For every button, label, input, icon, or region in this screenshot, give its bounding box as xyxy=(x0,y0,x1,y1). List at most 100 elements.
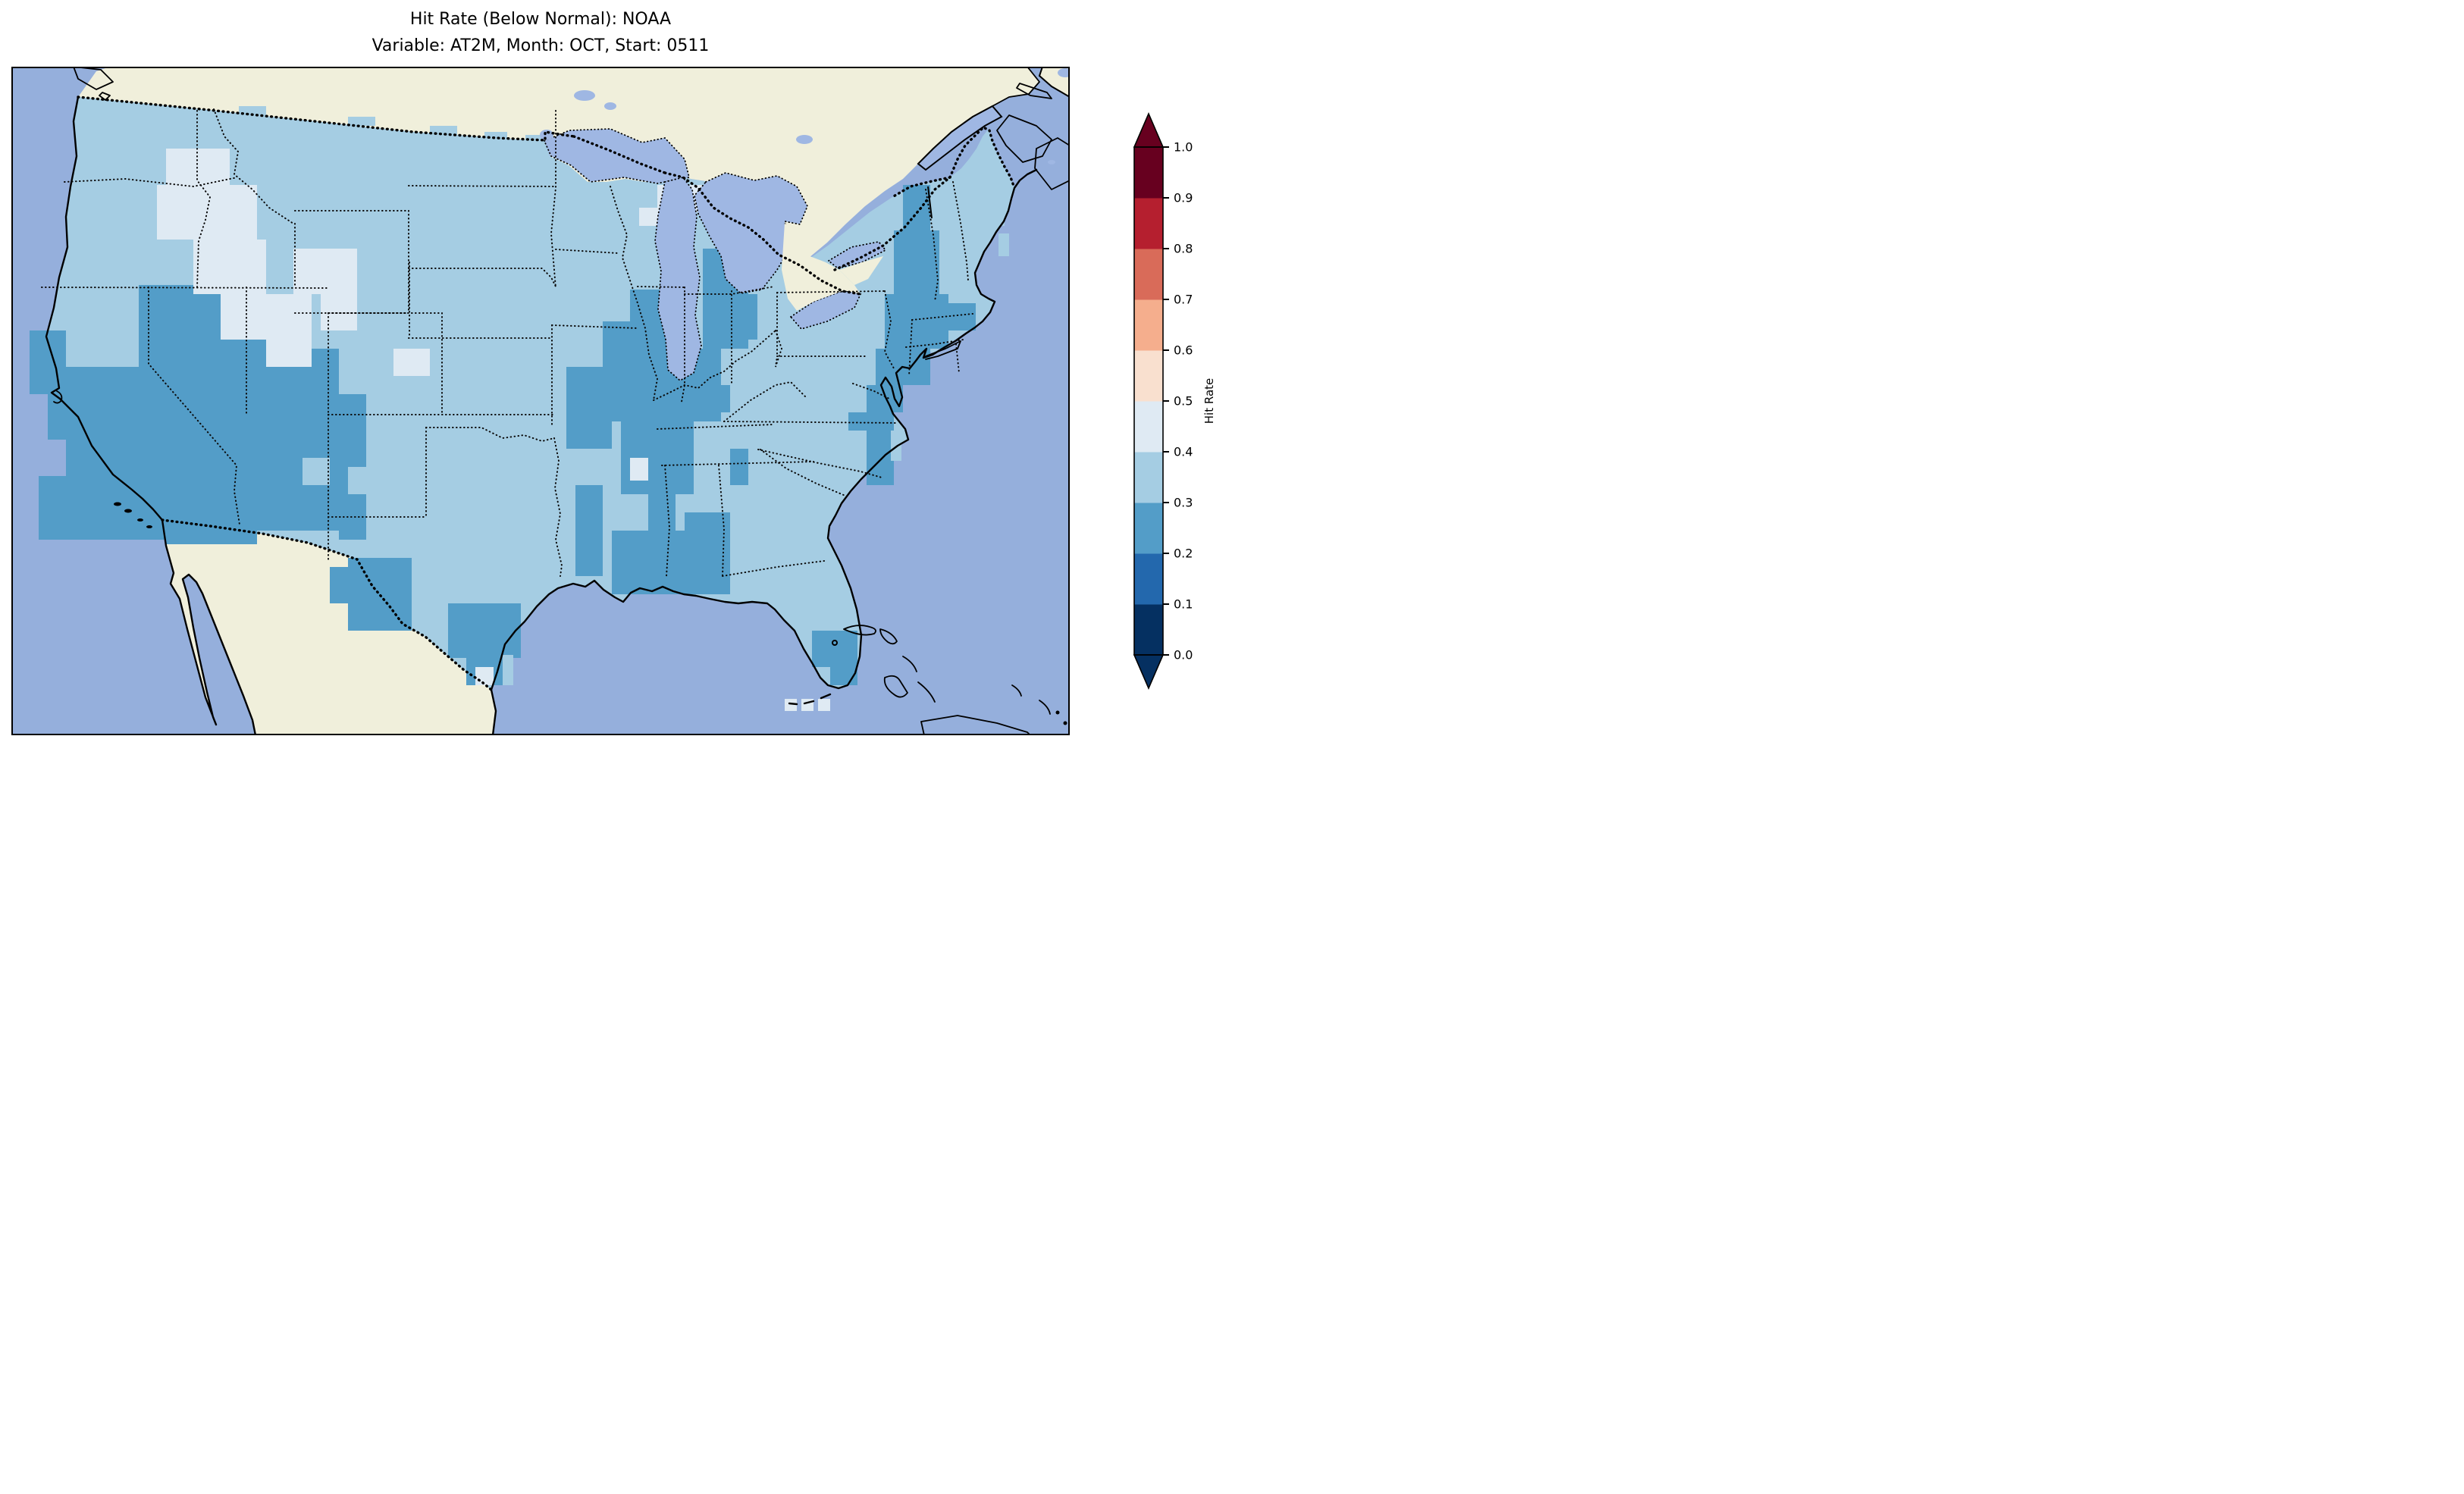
data-cell xyxy=(998,233,1009,256)
data-cell xyxy=(221,294,312,340)
state-border xyxy=(911,313,973,321)
data-cell xyxy=(894,230,939,294)
state-border xyxy=(952,181,969,281)
gulf-atlantic-coastline xyxy=(490,168,1038,691)
colorbar: 0.0 0.1 0.2 0.3 0.4 0.5 0.6 0.7 0.8 0.9 1.0 Hit Rat… xyxy=(1133,111,1216,691)
state-border xyxy=(723,381,807,422)
data-cell xyxy=(303,349,339,531)
gulf-islands xyxy=(99,92,111,101)
state-border xyxy=(657,424,774,430)
st-lawrence-gulf-coastline xyxy=(917,67,1040,164)
colorbar-tick-label: 0.0 xyxy=(1174,648,1193,662)
lake-erie xyxy=(789,290,862,330)
data-cell xyxy=(730,449,748,485)
colorbar-tick-label: 1.0 xyxy=(1174,140,1193,155)
colorbar-segment xyxy=(1134,147,1163,199)
state-border xyxy=(776,290,886,293)
data-cell xyxy=(166,149,230,185)
anticosti-island xyxy=(1016,83,1052,99)
state-border xyxy=(408,268,556,287)
grand-bahama-island xyxy=(843,625,876,636)
lake-ontario xyxy=(827,241,887,269)
colorbar-tick-label: 0.3 xyxy=(1174,496,1193,510)
state-border xyxy=(196,110,212,288)
abaco-island xyxy=(879,628,898,645)
channel-islands xyxy=(114,502,152,528)
data-cell xyxy=(885,294,948,349)
state-border xyxy=(64,177,238,188)
ontario-peninsula-land xyxy=(782,223,861,311)
andros-island xyxy=(883,675,908,698)
canadian-lake-3 xyxy=(604,102,616,110)
colorbar-segment xyxy=(1134,350,1163,402)
data-cell xyxy=(484,132,507,141)
data-cell xyxy=(475,667,494,685)
data-cell xyxy=(348,558,412,631)
state-border xyxy=(653,330,776,401)
data-cell xyxy=(891,431,901,461)
data-cell xyxy=(818,699,830,711)
pacific-coastline xyxy=(45,96,164,521)
data-cell xyxy=(330,567,348,603)
colorbar-segment xyxy=(1134,503,1163,554)
bimini-island xyxy=(832,640,838,646)
chart-title-line1: Hit Rate (Below Normal): NOAA xyxy=(409,10,672,29)
us-canada-border-ontario-stlawrence xyxy=(833,176,951,271)
mexico-gulf-coastline xyxy=(490,688,497,735)
maritime-canada xyxy=(996,83,1070,190)
lake-superior xyxy=(543,128,691,184)
data-cell xyxy=(348,117,375,126)
colorbar-tick-label: 0.8 xyxy=(1174,242,1193,256)
data-cell xyxy=(867,385,903,412)
us-canada-border-west xyxy=(77,96,575,142)
us-canada-border-superior xyxy=(572,135,666,174)
new-brunswick-land xyxy=(996,114,1052,163)
state-border xyxy=(425,427,555,443)
data-cell xyxy=(566,367,612,449)
figure-canvas: Hit Rate (Below Normal): NOAA Variable: … xyxy=(0,0,1232,747)
canadian-lake-1 xyxy=(574,90,595,101)
colorbar-tick-label: 0.9 xyxy=(1174,191,1193,205)
country-borders xyxy=(77,96,1016,691)
data-cell xyxy=(393,349,430,376)
colorbar-segment xyxy=(1134,198,1163,249)
colorbar-tick-label: 0.1 xyxy=(1174,597,1193,612)
turks-island-1 xyxy=(1055,710,1060,715)
colorbar-arrow-under xyxy=(1133,654,1165,691)
data-cells-bin-0.4-0.5 xyxy=(157,149,830,711)
canadian-lake-2 xyxy=(796,135,813,144)
long-cay-chain xyxy=(1011,684,1051,715)
us-canada-border-maine xyxy=(948,125,1016,189)
us-canada-border-huron-erie xyxy=(663,171,862,296)
data-cell xyxy=(685,512,730,594)
state-borders xyxy=(41,108,973,577)
data-cell xyxy=(630,458,648,481)
lake-michigan xyxy=(654,176,702,382)
long-island-coastline xyxy=(925,340,961,360)
data-cell xyxy=(730,294,757,340)
data-cell xyxy=(239,106,266,117)
exuma-chain xyxy=(917,681,936,703)
map-canvas xyxy=(11,67,1070,735)
data-cell xyxy=(503,655,513,685)
colorbar-tick-label: 0.5 xyxy=(1174,394,1193,409)
colorbar-tick-label: 0.6 xyxy=(1174,343,1193,358)
state-border xyxy=(664,465,671,577)
state-border xyxy=(661,461,814,466)
corner-lake xyxy=(1058,68,1070,77)
data-cell xyxy=(321,294,357,330)
data-cell xyxy=(612,531,694,594)
data-cell xyxy=(348,467,384,494)
eleuthera-island xyxy=(902,656,917,672)
state-border xyxy=(723,421,898,424)
colorbar-segment xyxy=(1134,553,1163,605)
colorbar-segment xyxy=(1134,249,1163,300)
mexico-land xyxy=(162,520,496,735)
data-cell xyxy=(266,340,312,367)
data-cell xyxy=(293,249,357,294)
state-border xyxy=(955,343,960,374)
sf-bay xyxy=(53,390,63,404)
data-cell xyxy=(525,135,545,143)
colorbar-tick-label: 0.4 xyxy=(1174,445,1193,459)
southern-ontario xyxy=(782,223,883,311)
